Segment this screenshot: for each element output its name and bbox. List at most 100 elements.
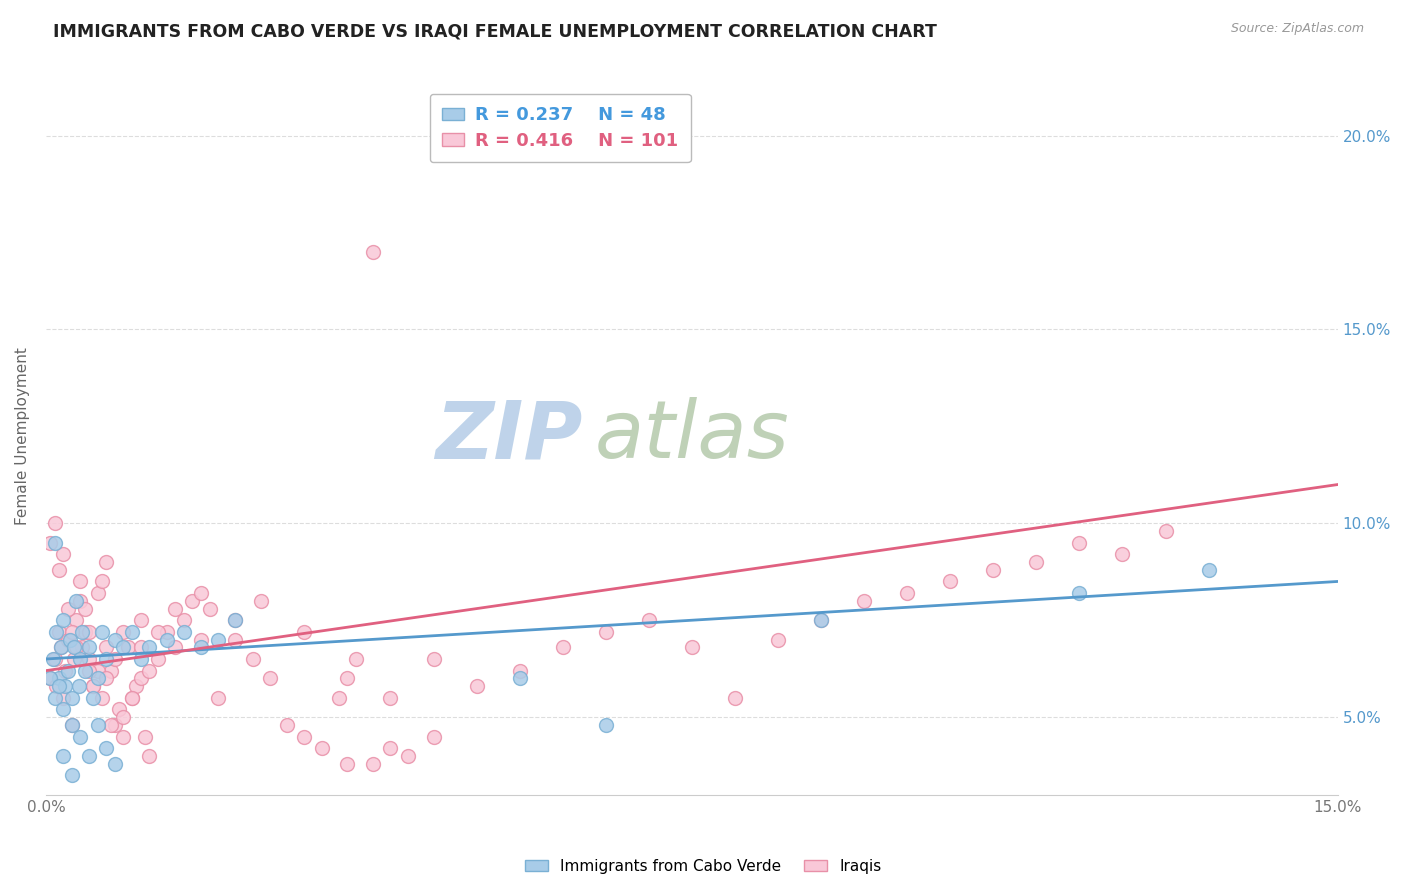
Point bbox=[56, 632, 79, 647]
Point bbox=[146, 624, 169, 639]
Point bbox=[853, 594, 876, 608]
Point bbox=[44, 535, 66, 549]
Point bbox=[60, 624, 83, 639]
Point bbox=[77, 652, 100, 666]
Point bbox=[56, 601, 79, 615]
Point bbox=[224, 613, 246, 627]
Point bbox=[52, 613, 75, 627]
Point bbox=[112, 640, 135, 655]
Point bbox=[146, 652, 169, 666]
Point bbox=[73, 664, 96, 678]
Point bbox=[242, 652, 264, 666]
Point bbox=[45, 624, 67, 639]
Point bbox=[276, 718, 298, 732]
Point bbox=[65, 613, 87, 627]
Point bbox=[42, 652, 65, 666]
Point bbox=[810, 613, 832, 627]
Point bbox=[311, 741, 333, 756]
Y-axis label: Female Unemployment: Female Unemployment bbox=[15, 347, 30, 525]
Point bbox=[48, 563, 70, 577]
Point bbox=[117, 640, 139, 655]
Point bbox=[766, 632, 789, 647]
Point bbox=[60, 718, 83, 732]
Point bbox=[52, 690, 75, 705]
Point bbox=[224, 632, 246, 647]
Point bbox=[104, 756, 127, 771]
Text: ZIP: ZIP bbox=[434, 397, 582, 475]
Point bbox=[82, 679, 104, 693]
Point bbox=[181, 594, 204, 608]
Point bbox=[138, 640, 160, 655]
Text: atlas: atlas bbox=[595, 397, 790, 475]
Point bbox=[100, 664, 122, 678]
Point bbox=[380, 741, 402, 756]
Point bbox=[155, 624, 177, 639]
Point bbox=[138, 664, 160, 678]
Point bbox=[981, 563, 1004, 577]
Text: IMMIGRANTS FROM CABO VERDE VS IRAQI FEMALE UNEMPLOYMENT CORRELATION CHART: IMMIGRANTS FROM CABO VERDE VS IRAQI FEMA… bbox=[53, 22, 938, 40]
Point bbox=[509, 672, 531, 686]
Point bbox=[336, 756, 359, 771]
Point bbox=[361, 244, 384, 259]
Point bbox=[96, 672, 118, 686]
Point bbox=[77, 624, 100, 639]
Point bbox=[112, 710, 135, 724]
Point bbox=[121, 690, 143, 705]
Point bbox=[165, 601, 187, 615]
Point bbox=[155, 632, 177, 647]
Point bbox=[465, 679, 488, 693]
Legend: R = 0.237    N = 48, R = 0.416    N = 101: R = 0.237 N = 48, R = 0.416 N = 101 bbox=[430, 94, 690, 162]
Point bbox=[112, 730, 135, 744]
Point bbox=[48, 672, 70, 686]
Point bbox=[67, 679, 90, 693]
Point bbox=[681, 640, 703, 655]
Point bbox=[207, 632, 229, 647]
Point bbox=[77, 664, 100, 678]
Point bbox=[86, 664, 108, 678]
Point bbox=[86, 586, 108, 600]
Point bbox=[53, 664, 76, 678]
Point bbox=[48, 624, 70, 639]
Point bbox=[91, 574, 114, 589]
Point bbox=[810, 613, 832, 627]
Point bbox=[82, 690, 104, 705]
Point bbox=[77, 748, 100, 763]
Point bbox=[104, 632, 127, 647]
Point bbox=[104, 718, 127, 732]
Point bbox=[292, 730, 315, 744]
Point bbox=[96, 640, 118, 655]
Point bbox=[45, 679, 67, 693]
Point bbox=[52, 748, 75, 763]
Point bbox=[551, 640, 574, 655]
Point bbox=[361, 756, 384, 771]
Point bbox=[51, 640, 73, 655]
Point bbox=[173, 613, 195, 627]
Point bbox=[250, 594, 273, 608]
Point bbox=[121, 624, 143, 639]
Point bbox=[173, 624, 195, 639]
Point bbox=[44, 690, 66, 705]
Legend: Immigrants from Cabo Verde, Iraqis: Immigrants from Cabo Verde, Iraqis bbox=[519, 853, 887, 880]
Point bbox=[51, 640, 73, 655]
Point bbox=[138, 748, 160, 763]
Point bbox=[165, 640, 187, 655]
Point bbox=[69, 730, 91, 744]
Point bbox=[59, 632, 82, 647]
Point bbox=[70, 624, 93, 639]
Point bbox=[344, 652, 367, 666]
Point bbox=[62, 652, 84, 666]
Point bbox=[1154, 524, 1177, 538]
Point bbox=[190, 632, 212, 647]
Point bbox=[595, 624, 617, 639]
Point bbox=[637, 613, 659, 627]
Point bbox=[91, 690, 114, 705]
Point bbox=[86, 672, 108, 686]
Point bbox=[336, 672, 359, 686]
Point bbox=[65, 640, 87, 655]
Point bbox=[896, 586, 918, 600]
Point bbox=[1198, 563, 1220, 577]
Point bbox=[224, 613, 246, 627]
Point bbox=[129, 672, 152, 686]
Point bbox=[65, 594, 87, 608]
Point bbox=[1025, 555, 1047, 569]
